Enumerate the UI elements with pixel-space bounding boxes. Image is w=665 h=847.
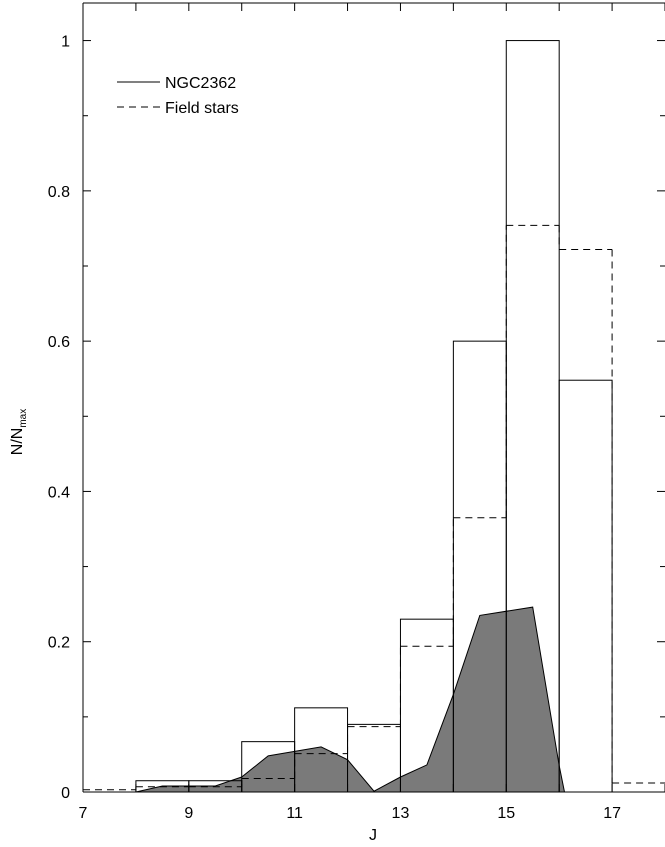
- y-tick-label-0.8: 0.8: [48, 184, 70, 201]
- x-axis-ticks: 7 9 11 13 15 17: [79, 3, 665, 822]
- difference-area-layer: [135, 606, 566, 793]
- y-axis-ticks: 0 0.2 0.4 0.6 0.8 1: [48, 34, 665, 802]
- y-axis-label-subscript: max: [18, 409, 29, 428]
- axes-frame: [82, 2, 665, 793]
- ngc2362-bar-8: [558, 379, 613, 793]
- y-tick-label-1: 1: [61, 34, 70, 51]
- x-tick-label-11: 11: [286, 805, 303, 822]
- x-axis-label: J: [369, 827, 377, 844]
- y-tick-label-0.6: 0.6: [48, 334, 70, 351]
- x-tick-label-7: 7: [79, 805, 88, 822]
- x-tick-label-9: 9: [184, 805, 193, 822]
- y-tick-label-0.2: 0.2: [48, 635, 70, 652]
- x-tick-label-17: 17: [603, 805, 621, 822]
- y-tick-label-0.4: 0.4: [48, 484, 70, 501]
- field-stars-step-layer: [83, 224, 665, 791]
- svg-text:N/Nmax: N/Nmax: [9, 409, 29, 455]
- y-axis-label-main: N/N: [9, 428, 26, 456]
- legend-label-field-stars: Field stars: [165, 100, 239, 117]
- x-tick-label-15: 15: [497, 805, 515, 822]
- x-tick-label-13: 13: [392, 805, 410, 822]
- y-axis-label: N/Nmax: [9, 409, 29, 455]
- y-tick-label-0: 0: [61, 785, 70, 802]
- difference-area: [135, 606, 566, 793]
- legend: NGC2362 Field stars: [117, 75, 239, 117]
- legend-label-ngc2362: NGC2362: [165, 75, 236, 92]
